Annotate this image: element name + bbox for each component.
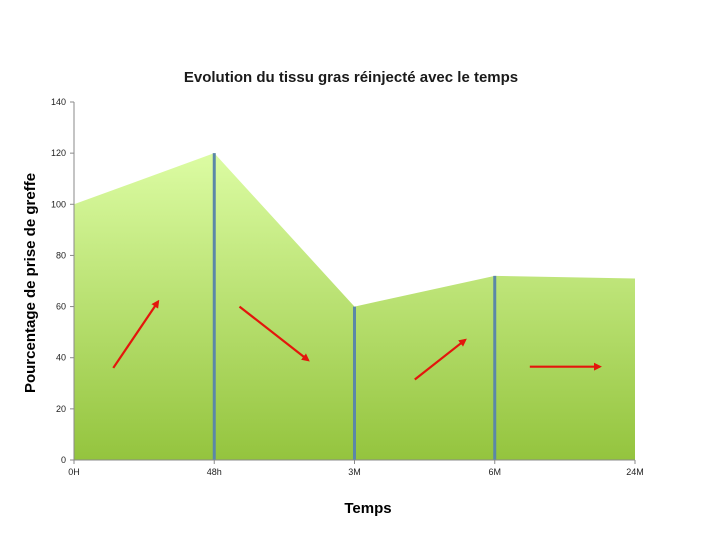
x-tick-label: 24M (626, 467, 644, 477)
y-axis-title: Pourcentage de prise de greffe (22, 173, 39, 393)
x-tick-labels: 0H 48h 3M 6M 24M (68, 460, 644, 477)
x-tick-label: 48h (207, 467, 222, 477)
y-tick-label: 0 (61, 455, 66, 465)
x-axis-title: Temps (344, 500, 391, 517)
y-tick-label: 60 (56, 302, 66, 312)
y-tick-labels: 0 20 40 60 80 100 120 140 (51, 97, 74, 465)
y-tick-label: 140 (51, 97, 66, 107)
y-tick-label: 80 (56, 250, 66, 260)
y-tick-label: 120 (51, 148, 66, 158)
x-tick-label: 3M (348, 467, 361, 477)
y-tick-label: 20 (56, 404, 66, 414)
y-tick-label: 100 (51, 199, 66, 209)
y-tick-label: 40 (56, 353, 66, 363)
x-tick-label: 6M (488, 467, 501, 477)
x-tick-label: 0H (68, 467, 80, 477)
chart-title: Evolution du tissu gras réinjecté avec l… (184, 69, 518, 86)
